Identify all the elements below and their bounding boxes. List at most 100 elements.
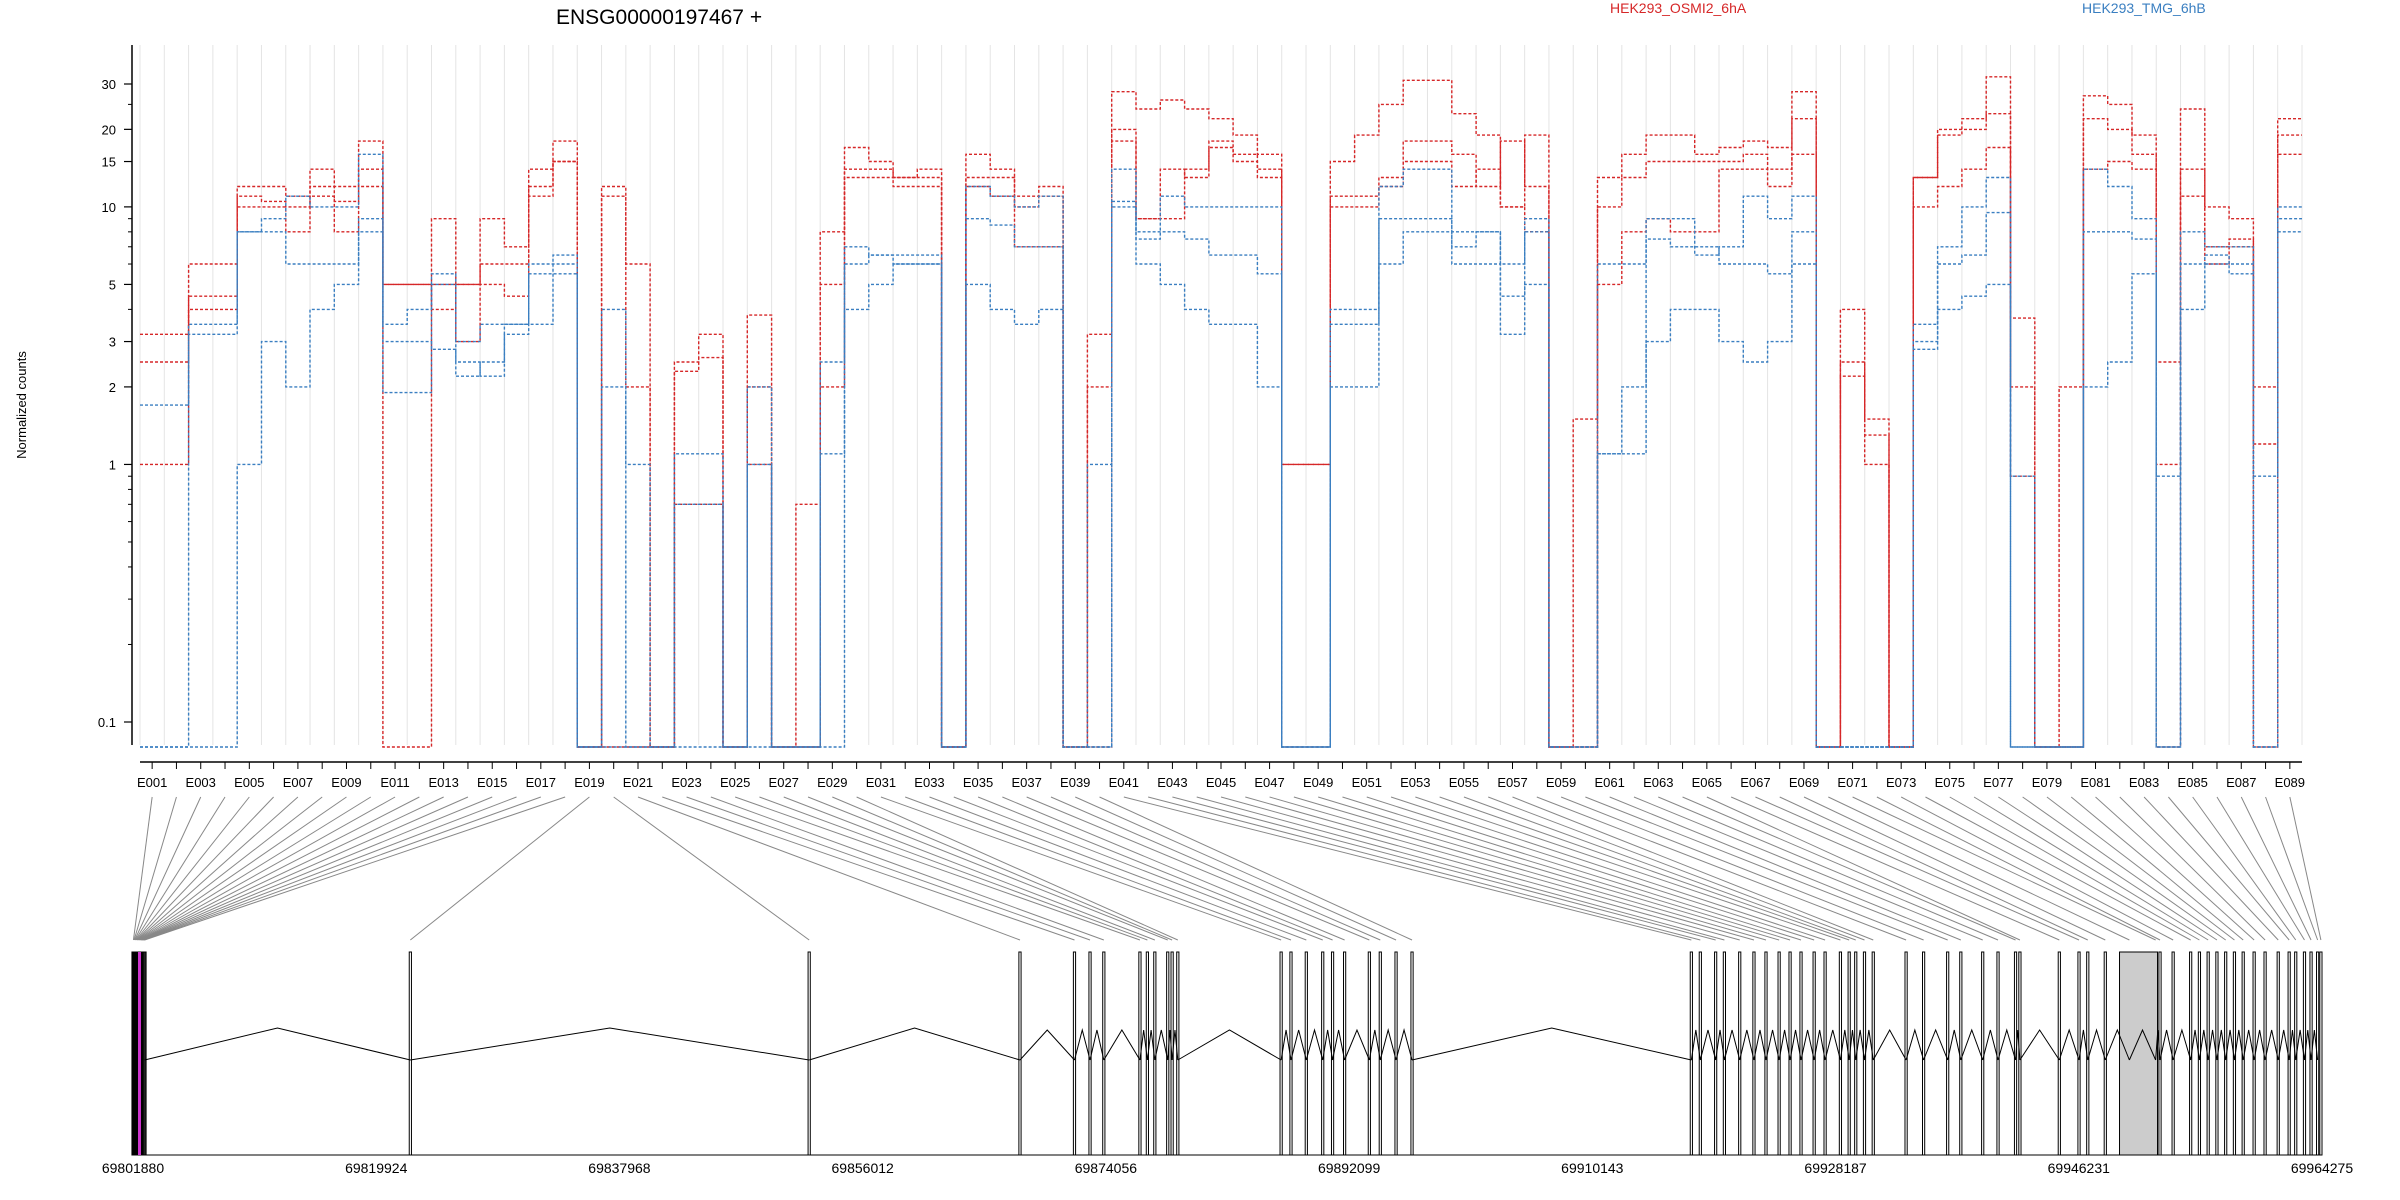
x-tick-label: E047	[1254, 775, 1284, 790]
y-axis-label: Normalized counts	[14, 351, 29, 459]
intron-line	[2264, 1029, 2279, 1061]
exon-connector-lines	[132, 796, 2322, 941]
exon-connector	[136, 796, 274, 941]
intron-line	[2216, 1029, 2227, 1061]
exon-connector	[2192, 796, 2297, 941]
genomic-coordinate-label: 69964275	[2291, 1160, 2354, 1176]
intron-line	[2253, 1029, 2266, 1061]
intron-line	[1411, 1027, 1692, 1061]
exon-connector	[143, 796, 517, 941]
intron-line	[1947, 1029, 1962, 1061]
exon-connector	[1852, 796, 2156, 941]
exon-block-grey	[2119, 951, 2159, 1156]
genomic-coordinate-label: 69819924	[345, 1160, 408, 1176]
y-tick-label: 30	[102, 77, 116, 92]
exon-connector	[132, 796, 153, 941]
exon-connector	[140, 796, 420, 941]
exon-connector	[2265, 796, 2319, 941]
exon-box	[1904, 951, 1908, 1156]
exon-box	[2319, 951, 2323, 1156]
exon-connector	[1925, 796, 2191, 941]
x-tick-label: E077	[1983, 775, 2013, 790]
x-tick-label: E037	[1011, 775, 1041, 790]
exon-box	[1072, 951, 1077, 1156]
intron-line	[2015, 1029, 2021, 1061]
intron-line	[1139, 1029, 1148, 1061]
exon-connector	[783, 796, 1156, 941]
intron-line	[1839, 1029, 1850, 1061]
x-tick-label: E061	[1594, 775, 1624, 790]
x-tick-label: E067	[1740, 775, 1770, 790]
exon-connector	[832, 796, 1173, 941]
exon-connector	[1196, 796, 1725, 941]
y-tick-label: 5	[109, 277, 116, 292]
genomic-coordinate-label: 69928187	[1804, 1160, 1867, 1176]
exon-connector	[134, 796, 202, 941]
exon-connector	[1293, 796, 1780, 941]
x-tick-label: E005	[234, 775, 264, 790]
exon-connector	[1949, 796, 2200, 941]
chart-title: ENSG00000197467 +	[556, 6, 762, 29]
x-tick-label: E003	[186, 775, 216, 790]
exon-connector	[1172, 796, 1716, 941]
series-line-tmg-3	[140, 153, 2302, 748]
exon-connector	[1366, 796, 1815, 941]
intron-line	[1872, 1028, 1907, 1061]
intron-line	[2155, 1029, 2161, 1061]
intron-line	[1699, 1029, 1717, 1061]
gene-model-track	[131, 951, 2323, 1156]
x-tick-label: E071	[1837, 775, 1867, 790]
y-tick-label: 15	[102, 155, 116, 170]
intron-line	[2303, 1029, 2312, 1061]
exon-connector	[142, 796, 493, 941]
x-tick-label: E079	[2032, 775, 2062, 790]
intron-line	[2172, 1028, 2192, 1061]
intron-line	[2225, 1029, 2235, 1061]
exon-box	[2103, 951, 2107, 1156]
intron-line	[1103, 1029, 1141, 1061]
intron-line	[410, 1027, 810, 1061]
intron-line	[2277, 1029, 2290, 1061]
legend-item-osmi2: HEK293_OSMI2_6hA	[1610, 0, 1747, 16]
x-tick-label: E043	[1157, 775, 1187, 790]
intron-line	[1778, 1029, 1791, 1061]
exon-box	[2171, 951, 2175, 1156]
intron-line	[2288, 1029, 2297, 1061]
y-tick-label: 1	[109, 457, 116, 472]
exon-connector	[135, 796, 250, 941]
x-tick-label: E035	[963, 775, 993, 790]
intron-line	[1789, 1029, 1802, 1061]
exon-connector	[1099, 796, 1413, 941]
exon-connector	[1512, 796, 1874, 941]
exon-connector	[856, 796, 1179, 941]
exon-connector	[2240, 796, 2312, 941]
exon-connector	[929, 796, 1307, 941]
genomic-coordinate-label: 69910143	[1561, 1160, 1624, 1176]
intron-line	[1723, 1029, 1741, 1061]
x-tick-label: E041	[1109, 775, 1139, 790]
series-line-tmg-5	[140, 206, 2302, 748]
exon-connector	[1269, 796, 1767, 941]
intron-line	[1177, 1029, 1282, 1061]
y-tick-label: 10	[102, 200, 116, 215]
exon-connector	[1560, 796, 1924, 941]
y-ticks: 0.1 1 2 3 5 10 15 20 30	[98, 77, 132, 730]
x-tick-label: E069	[1789, 775, 1819, 790]
x-tick-label: E039	[1060, 775, 1090, 790]
series-lines	[140, 76, 2302, 748]
exon-connector	[2022, 796, 2226, 941]
intron-line	[2242, 1029, 2255, 1061]
intron-line	[2310, 1029, 2319, 1061]
exon-connector	[905, 796, 1292, 941]
exon-connector	[1828, 796, 2130, 941]
exon-box	[1996, 951, 2000, 1156]
exon-connector	[1900, 796, 2174, 941]
intron-line	[809, 1027, 1021, 1061]
exon-connector	[1755, 796, 2080, 941]
exon-box	[1764, 951, 1768, 1156]
intron-line	[1824, 1029, 1841, 1061]
intron-line	[144, 1027, 411, 1061]
intron-line	[1813, 1029, 1826, 1061]
exon-connector	[734, 796, 1141, 941]
x-tick-label: E027	[769, 775, 799, 790]
